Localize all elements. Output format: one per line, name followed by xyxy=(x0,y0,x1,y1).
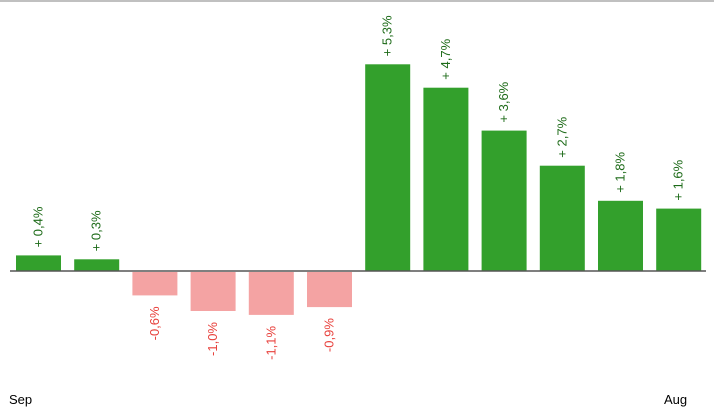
data-label-aug: + 1,6% xyxy=(671,159,686,200)
data-label-dec: -1,0% xyxy=(205,322,220,356)
bar-jun xyxy=(539,165,585,271)
bar-oct xyxy=(74,259,120,271)
data-label-oct: + 0,3% xyxy=(89,210,104,251)
bar-mar xyxy=(365,64,411,271)
bar-sep xyxy=(16,255,61,271)
bars-group xyxy=(16,64,702,315)
data-label-jul: + 1,8% xyxy=(613,152,628,193)
bar-feb xyxy=(307,272,352,308)
data-label-feb: -0,9% xyxy=(322,318,337,352)
bar-aug xyxy=(656,208,702,271)
data-label-sep: + 0,4% xyxy=(31,206,46,247)
bar-nov xyxy=(132,272,178,296)
bar-dec xyxy=(190,272,236,311)
data-labels-group: + 0,4% + 0,3% -0,6% -1,0% -1,1% -0,9% + 5,3% + … xyxy=(31,15,686,360)
data-label-may: + 3,6% xyxy=(496,81,511,122)
data-label-nov: -0,6% xyxy=(147,306,162,340)
x-label-first: Sep xyxy=(9,392,32,407)
x-label-last: Aug xyxy=(664,392,687,407)
data-label-jun: + 2,7% xyxy=(554,116,569,157)
data-label-jan: -1,1% xyxy=(263,325,278,359)
data-label-mar: + 5,3% xyxy=(380,15,395,56)
bar-jul xyxy=(598,200,643,271)
bar-jan xyxy=(248,272,294,315)
bar-apr xyxy=(423,87,469,271)
data-label-apr: + 4,7% xyxy=(438,38,453,79)
bar-may xyxy=(481,130,527,271)
